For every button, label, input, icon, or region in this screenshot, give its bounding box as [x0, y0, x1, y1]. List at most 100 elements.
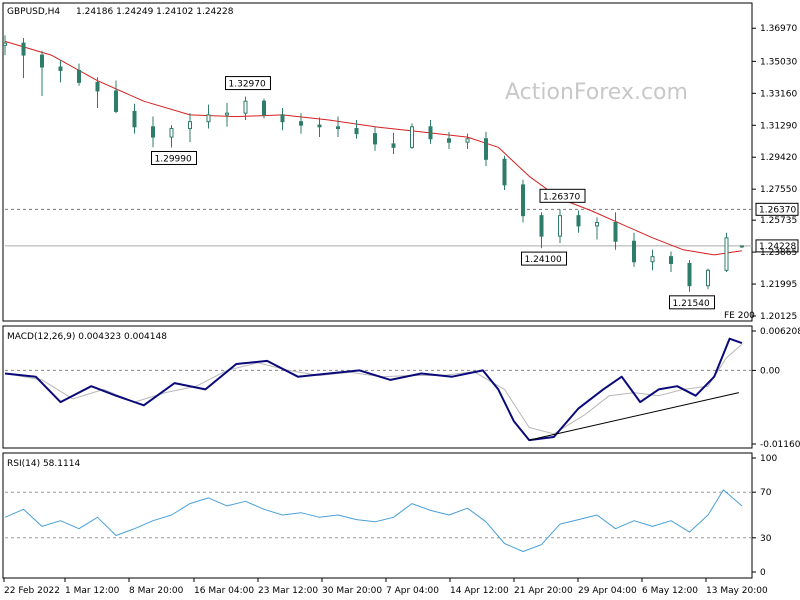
price-callout-label: 1.24100: [525, 255, 562, 265]
candle-body: [650, 256, 655, 263]
candle-body: [280, 114, 285, 123]
x-tick-label: 16 Mar 04:00: [194, 586, 254, 596]
price-y-tick-label: 1.21995: [760, 280, 797, 290]
macd-trendline: [529, 392, 739, 441]
x-tick-label: 14 Apr 12:00: [450, 586, 509, 596]
candle-body: [354, 128, 359, 135]
candle-body: [21, 42, 26, 56]
candle-body: [373, 133, 377, 145]
reference-price-label: 1.26370: [759, 205, 796, 215]
candle-body: [151, 126, 155, 138]
ema-200-line: [4, 40, 742, 256]
x-tick-label: 1 Mar 12:00: [65, 586, 120, 596]
price-y-tick-label: 1.23865: [760, 248, 797, 258]
candle-body: [299, 121, 303, 126]
candle-body: [188, 121, 192, 130]
symbol-header: GBPUSD,H4: [7, 7, 60, 17]
candle-body: [3, 42, 7, 46]
candle-body: [632, 240, 636, 263]
rsi-series: [4, 489, 752, 552]
price-callout-box: [669, 295, 715, 310]
candle-body: [132, 110, 137, 128]
candle-body: [262, 100, 266, 116]
candlesticks: [3, 35, 744, 292]
rsi-y-tick-label: 30: [760, 534, 772, 544]
price-y-tick-label: 1.31290: [760, 121, 797, 131]
price-callout-box: [225, 76, 271, 91]
candle-body: [502, 158, 507, 186]
candle-body: [58, 66, 63, 71]
reference-price-label: 1.24228: [759, 242, 796, 252]
price-callout-label: 1.26370: [543, 192, 580, 202]
candle-body: [576, 215, 581, 227]
rsi-title: RSI(14) 58.1114: [7, 459, 80, 469]
reference-price-box: [755, 239, 799, 253]
watermark: ActionForex.com: [505, 80, 688, 105]
x-tick-label: 8 Mar 20:00: [129, 586, 184, 596]
rsi-y-tick-label: 70: [760, 488, 772, 498]
price-y-tick-label: 1.29420: [760, 153, 797, 163]
reference-price-box: [755, 202, 799, 216]
candle-body: [465, 138, 470, 143]
price-callout-label: 1.29990: [155, 154, 192, 164]
candle-body: [706, 269, 710, 287]
x-tick-label: 7 Apr 04:00: [386, 586, 439, 596]
x-tick-label: 6 May 12:00: [642, 586, 698, 596]
x-tick-label: 22 Feb 2022: [4, 586, 60, 596]
candle-body: [243, 100, 248, 114]
candle-body: [447, 138, 451, 143]
rsi-y-tick-label: 100: [760, 454, 777, 464]
price-y-tick-label: 1.20125: [760, 312, 797, 322]
price-y-axis: 1.36970 1.35030 1.33160 1.31290 1.29420 1.275…: [752, 24, 797, 322]
x-tick-label: 23 Mar 12:00: [258, 586, 318, 596]
macd-y-tick-label: 0.006208: [760, 327, 800, 337]
candle-body: [739, 245, 744, 248]
price-reference-lines: 1.26370 1.24228: [5, 202, 799, 253]
candle-body: [595, 221, 599, 227]
x-tick-label: 21 Apr 20:00: [514, 586, 573, 596]
macd-series: [4, 337, 752, 442]
candle-body: [484, 138, 488, 160]
candle-body: [206, 114, 211, 123]
macd-panel-frame: [2, 325, 753, 449]
candle-body: [410, 126, 414, 148]
price-y-tick-label: 1.27550: [760, 185, 797, 195]
price-panel-frame: [2, 2, 753, 322]
rsi-line: [4, 489, 743, 552]
candle-body: [77, 69, 81, 83]
candle-body: [558, 215, 562, 237]
rsi-y-tick-label: 0: [760, 568, 766, 578]
rsi-panel-frame: [2, 452, 753, 579]
price-y-tick-label: 1.25735: [760, 216, 797, 226]
macd-y-axis: 0.006208 0.00 -0.011607: [752, 327, 800, 450]
candle-body: [669, 256, 673, 264]
candle-body: [539, 215, 544, 237]
macd-title: MACD(12,26,9) 0.004323 0.004148: [7, 332, 167, 342]
candle-body: [521, 184, 525, 217]
price-callout-box: [151, 150, 197, 165]
candle-body: [391, 143, 396, 148]
candle-body: [724, 237, 729, 271]
price-callouts: 1.32970 1.29990 1.26370 1.24100 1.21540: [151, 76, 715, 310]
ema-line: [4, 40, 742, 256]
macd-y-tick-label: -0.011607: [760, 440, 800, 450]
candle-body: [169, 128, 174, 138]
price-y-tick-label: 1.33160: [760, 89, 797, 99]
fe200-label: FE 200: [724, 311, 755, 321]
price-callout-label: 1.21540: [673, 299, 710, 309]
x-tick-label: 30 Mar 20:00: [322, 586, 382, 596]
candle-body: [687, 262, 692, 287]
candle-body: [114, 90, 118, 112]
candle-body: [225, 112, 229, 116]
ohlc-header: 1.24186 1.24249 1.24102 1.24228: [76, 7, 234, 17]
price-callout-box: [521, 251, 567, 266]
x-tick-label: 13 May 20:00: [706, 586, 768, 596]
macd-main-line: [4, 337, 743, 442]
price-callout-label: 1.32970: [229, 80, 266, 90]
price-y-tick-label: 1.35030: [760, 57, 797, 67]
candle-body: [40, 54, 44, 68]
candle-body: [336, 126, 340, 130]
time-x-axis: 22 Feb 2022 1 Mar 12:00 8 Mar 20:00 16 Mar …: [3, 578, 768, 596]
macd-y-tick-label: 0.00: [760, 366, 780, 376]
